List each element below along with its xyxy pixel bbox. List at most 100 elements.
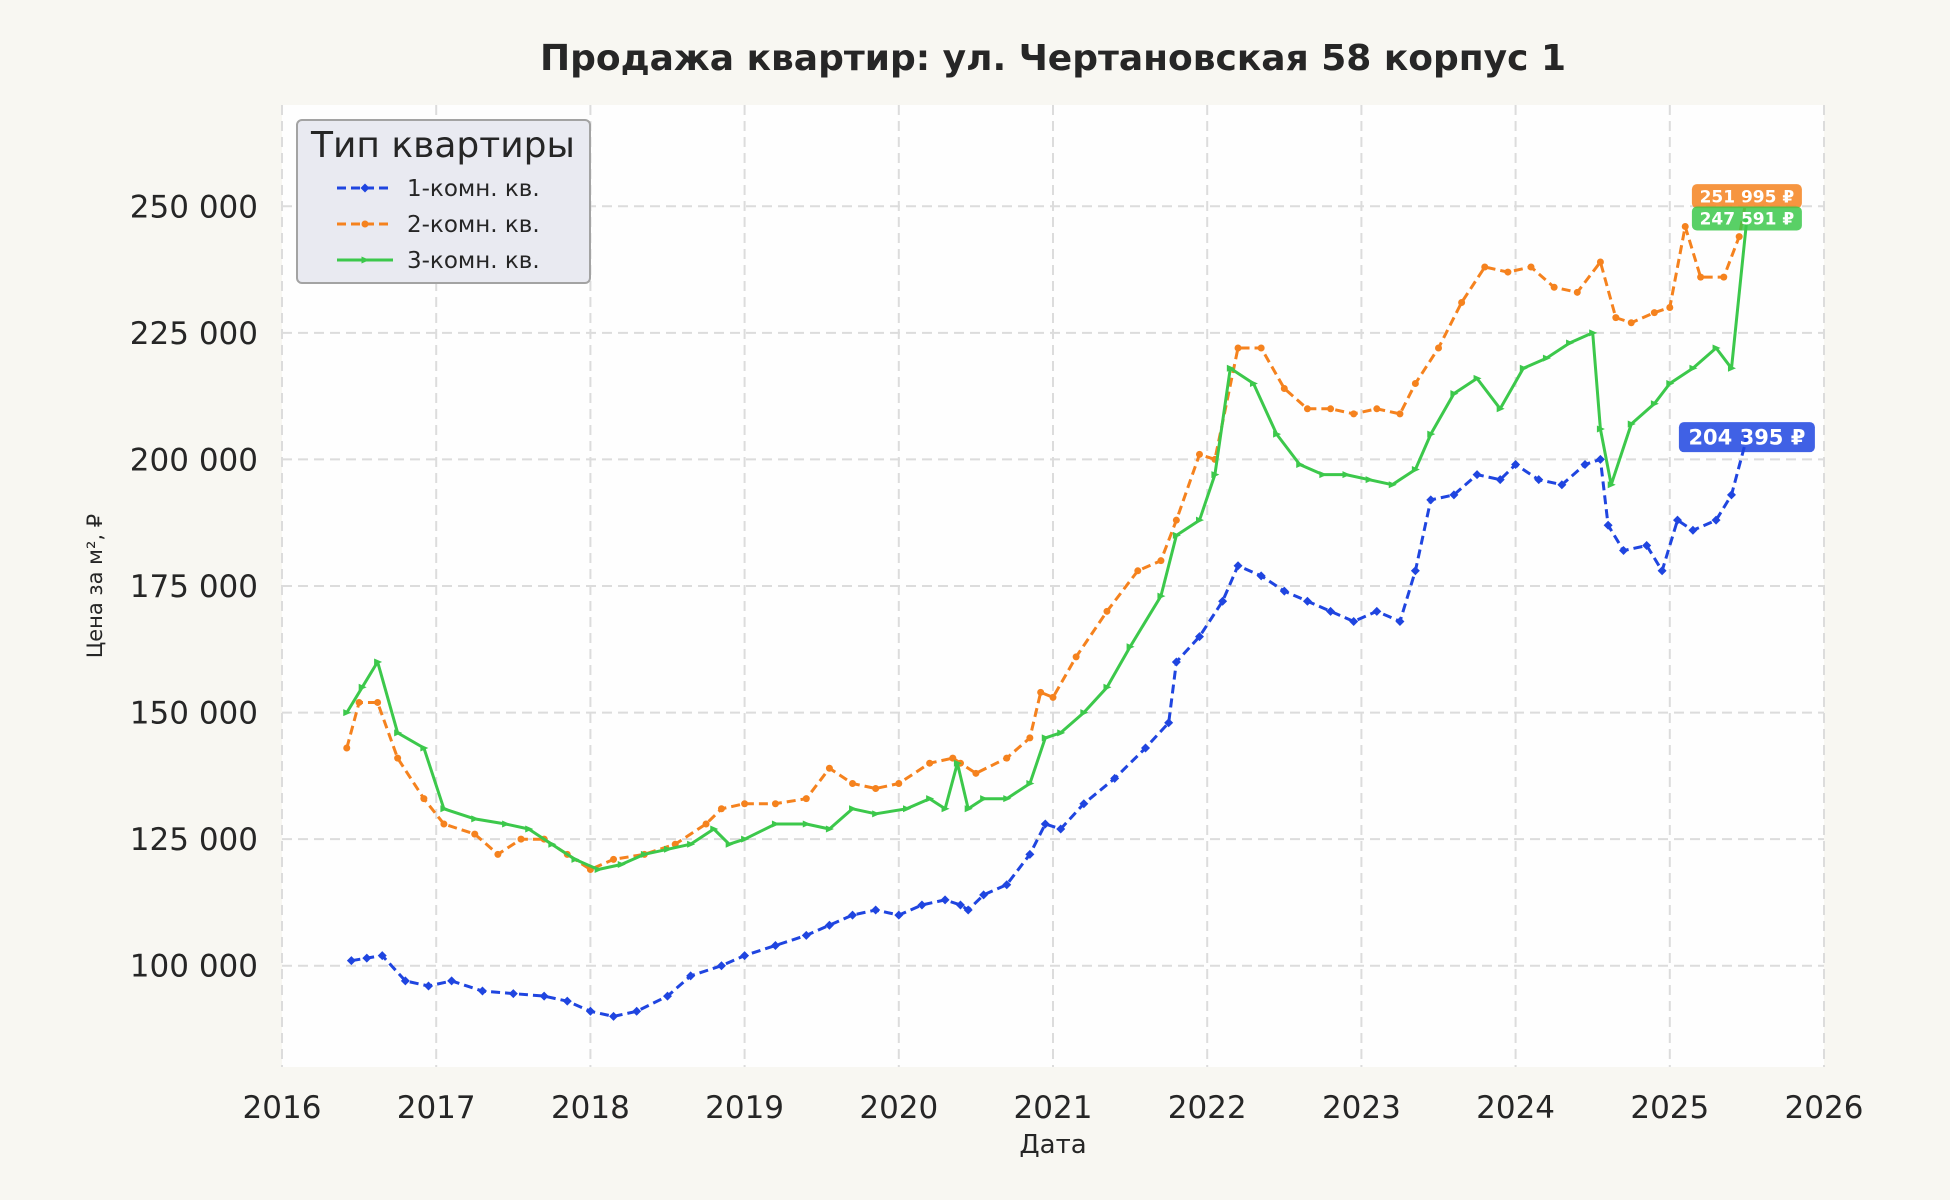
data-point xyxy=(594,866,603,874)
series-3 xyxy=(343,214,1752,874)
data-point xyxy=(1627,420,1636,428)
data-point xyxy=(1349,616,1359,626)
series-line xyxy=(351,436,1749,1018)
y-axis-title: Цена за м², ₽ xyxy=(83,514,107,658)
x-tick-label: 2018 xyxy=(551,1090,630,1126)
data-point xyxy=(1025,849,1035,859)
data-point xyxy=(1711,515,1721,525)
data-point xyxy=(1172,516,1180,524)
data-point xyxy=(871,905,881,915)
data-point xyxy=(872,810,881,818)
legend-label: 2-комн. кв. xyxy=(407,212,540,238)
data-point xyxy=(771,800,779,808)
data-point xyxy=(343,744,351,752)
data-point xyxy=(663,991,672,1001)
data-point xyxy=(355,698,363,706)
data-point xyxy=(1689,364,1698,372)
data-point xyxy=(1057,729,1066,737)
data-point xyxy=(664,845,672,853)
x-tick-label: 2020 xyxy=(859,1090,938,1126)
data-point xyxy=(562,996,572,1006)
y-axis-ticks: 100 000 125 000 150 000 175 000 200 000 225 0… xyxy=(130,189,258,984)
data-point xyxy=(1049,693,1057,701)
data-point xyxy=(1688,525,1698,535)
x-tick-label: 2024 xyxy=(1476,1090,1555,1126)
data-point xyxy=(502,820,511,828)
data-point xyxy=(1365,476,1374,484)
data-point xyxy=(1273,430,1282,438)
data-point xyxy=(725,840,734,848)
data-point xyxy=(346,956,356,966)
data-point xyxy=(1596,258,1604,266)
data-point xyxy=(1126,643,1135,651)
data-point xyxy=(1157,557,1165,565)
badge-label: 247 591 ₽ xyxy=(1700,210,1795,230)
data-point xyxy=(1326,606,1336,616)
data-point xyxy=(1319,471,1328,479)
data-point xyxy=(1427,430,1436,438)
data-point xyxy=(394,729,403,737)
data-point xyxy=(1595,454,1605,464)
x-axis-title: Дата xyxy=(1019,1130,1086,1160)
legend-item: 2-комн. кв. xyxy=(337,212,540,238)
data-point xyxy=(1603,520,1613,530)
data-point xyxy=(926,759,934,767)
y-tick-label: 250 000 xyxy=(130,189,258,225)
x-tick-label: 2026 xyxy=(1785,1090,1864,1126)
data-point xyxy=(1372,606,1382,616)
data-point xyxy=(394,754,402,762)
data-point xyxy=(1720,273,1728,281)
data-point xyxy=(343,709,352,717)
data-point xyxy=(741,835,750,843)
x-tick-label: 2025 xyxy=(1630,1090,1709,1126)
data-point xyxy=(894,910,904,920)
data-point xyxy=(1026,734,1034,742)
data-point xyxy=(1194,632,1204,642)
data-point xyxy=(1303,405,1311,413)
data-point xyxy=(632,1006,642,1016)
data-point xyxy=(1279,586,1289,596)
last-value-labels: 204 395 ₽ 251 995 ₽ 247 591 ₽ xyxy=(1678,184,1815,453)
data-point xyxy=(802,795,810,803)
data-point xyxy=(1727,364,1736,372)
data-point xyxy=(972,769,980,777)
data-point xyxy=(1735,233,1743,241)
data-point xyxy=(740,951,750,961)
data-point xyxy=(955,900,965,910)
data-point xyxy=(1589,329,1598,337)
y-tick-label: 200 000 xyxy=(130,442,258,478)
data-point xyxy=(1342,471,1351,479)
legend-item: 3-комн. кв. xyxy=(337,248,540,274)
data-point xyxy=(1580,459,1590,469)
data-point xyxy=(1256,571,1266,581)
data-point xyxy=(1542,354,1551,362)
data-point xyxy=(825,764,833,772)
data-point xyxy=(926,795,935,803)
data-point xyxy=(770,940,780,950)
data-point xyxy=(1041,734,1050,742)
data-point xyxy=(1449,490,1459,500)
data-point xyxy=(420,744,429,752)
data-point xyxy=(1172,531,1181,539)
data-point xyxy=(508,989,518,999)
data-point xyxy=(1134,567,1142,575)
data-point xyxy=(1573,288,1581,296)
data-point xyxy=(849,805,858,813)
x-axis-ticks: 2016 2017 2018 2019 2020 2021 2022 2023 2024 2025… xyxy=(243,1090,1864,1126)
data-point xyxy=(1296,460,1305,468)
data-point xyxy=(1481,263,1489,271)
data-point xyxy=(849,779,857,787)
data-point xyxy=(1103,683,1112,691)
data-point xyxy=(1642,540,1652,550)
legend-label: 3-комн. кв. xyxy=(407,248,540,274)
data-point xyxy=(610,855,618,863)
data-point xyxy=(716,961,726,971)
data-point xyxy=(539,991,549,1001)
data-point xyxy=(1195,516,1204,524)
data-point xyxy=(1519,364,1528,372)
badge-label: 204 395 ₽ xyxy=(1688,426,1805,450)
data-point xyxy=(1079,799,1089,809)
data-point xyxy=(1627,319,1635,327)
data-point xyxy=(963,905,973,915)
